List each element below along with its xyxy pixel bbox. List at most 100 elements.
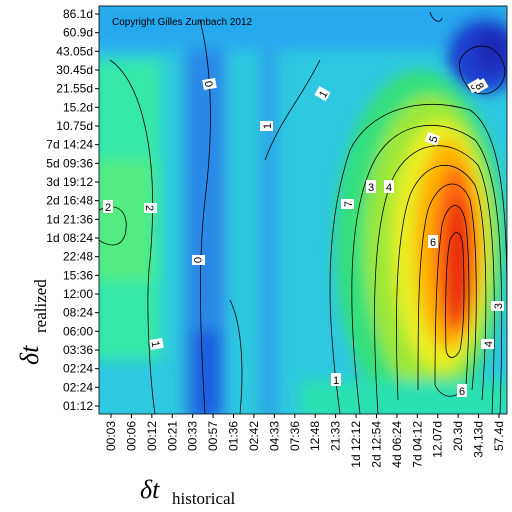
- y-tick-label: 08:24: [63, 306, 93, 320]
- y-tick-label: 43.05d: [56, 44, 93, 58]
- contour-label-text: 3: [368, 182, 374, 194]
- contour-label-bg: [491, 301, 504, 311]
- x-tick-label: 12.07d: [431, 421, 445, 458]
- x-axis-symbol: δt: [140, 475, 160, 504]
- contour-label-text: 2: [143, 205, 155, 211]
- contour-label: 1: [331, 373, 341, 387]
- x-tick-label: 00:06: [124, 421, 138, 451]
- contour-label: 3: [491, 301, 505, 311]
- contour-label-bg: [428, 235, 438, 248]
- contour-label-text: 0: [202, 80, 215, 88]
- contour-label: 2: [103, 200, 113, 214]
- y-axis-subscript: realized: [31, 279, 50, 333]
- y-tick-label: 60.9d: [63, 26, 93, 40]
- contour-label-text: 6: [459, 386, 465, 398]
- x-tick-label: 12:48: [308, 421, 322, 451]
- y-tick-label: 02:24: [63, 362, 93, 376]
- contour-label: 0: [191, 255, 205, 265]
- contour-label-text: 1: [317, 89, 330, 100]
- y-tick-label: 03:36: [63, 343, 93, 357]
- contour-label-text: 2: [105, 202, 111, 214]
- y-tick-label: 02:24: [63, 380, 93, 394]
- contour-label: 4: [481, 339, 495, 349]
- contour-label-text: 4: [386, 182, 392, 194]
- contour-label-bg: [149, 337, 164, 350]
- contour-label: 8: [472, 78, 489, 94]
- x-tick-label: 34.13d: [472, 421, 486, 458]
- heatmap-field: [99, 6, 507, 414]
- contour-label-bg: [314, 86, 331, 102]
- contour-label: 6: [428, 235, 438, 249]
- x-tick-label: 04:33: [267, 421, 281, 451]
- contour-label-bg: [457, 384, 467, 397]
- contour-label-text: 1: [333, 375, 339, 387]
- contour-label-text: 3: [493, 303, 505, 309]
- y-tick-label: 01:12: [63, 399, 93, 413]
- x-tick-label: 21:33: [329, 421, 343, 451]
- y-tick-label: 7d 14:24: [46, 138, 93, 152]
- y-tick-label: 86.1d: [63, 7, 93, 21]
- contour-label: 1: [260, 121, 274, 131]
- contour-label-text: 6: [430, 237, 436, 249]
- x-tick-label: 00:33: [186, 421, 200, 451]
- y-tick-label: 5d 09:36: [46, 156, 93, 170]
- x-tick-label: 07:36: [288, 421, 302, 451]
- y-axis-label: δt realized: [15, 279, 50, 365]
- contour-label-text: 8: [472, 81, 485, 92]
- contour-label-text: 1: [149, 340, 162, 348]
- contour-label-text: 0: [191, 257, 203, 263]
- contour-label-bg: [192, 255, 205, 265]
- x-tick-label: 01:36: [227, 421, 241, 451]
- contour-label: 1: [149, 337, 164, 350]
- contour-label: 1: [314, 86, 331, 102]
- x-tick-label: 7d 04:12: [410, 421, 424, 468]
- contour-label-text: 5: [427, 134, 440, 144]
- contour-label-bg: [366, 180, 376, 193]
- contour-label: 2: [143, 203, 157, 213]
- contour-label-bg: [384, 180, 394, 193]
- y-tick-label: 15.2d: [63, 100, 93, 114]
- y-axis-symbol: δt: [15, 345, 44, 365]
- x-tick-label: 02:42: [247, 421, 261, 451]
- contour-label-bg: [341, 199, 354, 209]
- x-tick-label: 4d 06:24: [390, 421, 404, 468]
- x-tick-label: 20.3d: [451, 421, 465, 451]
- contour-label-text: 7: [343, 201, 355, 207]
- contour-label-bg: [144, 203, 157, 213]
- contour-label-bg: [260, 121, 273, 131]
- y-tick-label: 12:00: [63, 287, 93, 301]
- contour-label-bg: [103, 200, 113, 213]
- x-tick-label: 1d 12:12: [349, 421, 363, 468]
- y-tick-label: 30.45d: [56, 63, 93, 77]
- x-tick-label: 00:21: [165, 421, 179, 451]
- x-tick-label: 2d 12:54: [369, 421, 383, 468]
- contour-label-bg: [424, 131, 441, 146]
- contour-label-bg: [202, 77, 217, 90]
- x-tick-label: 00:12: [145, 421, 159, 451]
- y-tick-label: 3d 19:12: [46, 175, 93, 189]
- x-tick-label: 57.4d: [492, 421, 506, 451]
- x-tick-label: 00:57: [206, 421, 220, 451]
- y-tick-label: 15:36: [63, 268, 93, 282]
- contour-label: 7: [341, 199, 355, 209]
- x-axis-ticks: 00:03 00:06 00:12 00:21 00:33 00:57 01:36 02:42…: [104, 414, 506, 468]
- contour-label: 4: [384, 180, 394, 194]
- copyright-text: Copyright Gilles Zumbach 2012: [112, 17, 253, 28]
- plot-frame: [98, 5, 508, 415]
- x-axis-subscript: historical: [172, 489, 236, 508]
- contour-lines: [99, 11, 507, 414]
- contour-label-bg: [472, 78, 489, 94]
- contour-label-bg: [481, 339, 494, 349]
- y-tick-label: 06:00: [63, 324, 93, 338]
- contour-label: 5: [424, 131, 441, 146]
- y-tick-label: 10.75d: [56, 119, 93, 133]
- contour-label-text: 4: [483, 341, 495, 347]
- y-tick-label: 1d 08:24: [46, 231, 93, 245]
- contour-label-text: 1: [262, 123, 274, 129]
- y-tick-label: 2d 16:48: [46, 194, 93, 208]
- contour-label-bg: [331, 373, 341, 386]
- y-axis-ticks: 86.1d 60.9d 43.05d 30.45d 21.55d 15.2d 10.75d 7…: [46, 7, 99, 413]
- y-tick-label: 21.55d: [56, 82, 93, 96]
- contour-label: 3: [366, 180, 376, 194]
